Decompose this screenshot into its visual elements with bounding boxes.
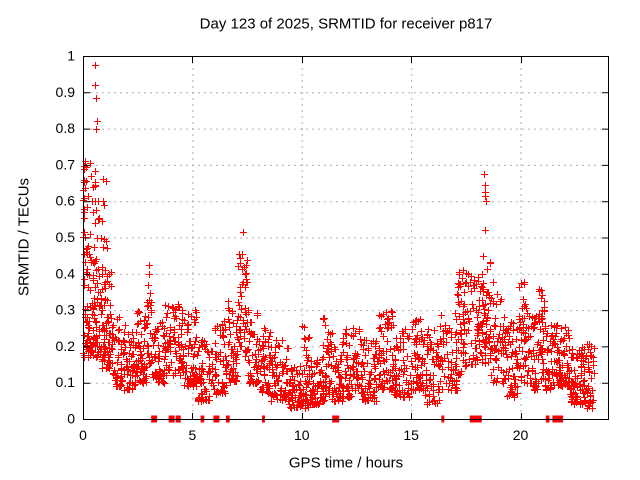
- y-tick-label: 0.1: [56, 374, 76, 390]
- y-tick-label: 0.6: [56, 193, 76, 209]
- x-tick-label: 15: [403, 427, 419, 443]
- y-tick-label: 0: [67, 411, 75, 427]
- y-tick-label: 0.4: [56, 265, 76, 281]
- axis-ticks: [83, 56, 608, 420]
- y-tick-label: 0.9: [56, 84, 76, 100]
- y-tick-label: 0.7: [56, 156, 76, 172]
- x-tick-label: 20: [513, 427, 529, 443]
- plot-border: [83, 56, 609, 420]
- x-tick-label: 0: [79, 427, 87, 443]
- x-axis-label: GPS time / hours: [288, 454, 404, 472]
- chart-title: Day 123 of 2025, SRMTID for receiver p81…: [199, 15, 493, 33]
- data-points: [80, 62, 598, 412]
- x-tick-label: 10: [294, 427, 310, 443]
- y-tick-label: 1: [67, 48, 75, 64]
- y-tick-label: 0.2: [56, 338, 76, 354]
- y-tick-label: 0.3: [56, 302, 76, 318]
- y-axis-label: SRMTID / TECUs: [15, 177, 33, 297]
- x-tick-label: 5: [188, 427, 196, 443]
- y-tick-label: 0.5: [56, 229, 76, 245]
- y-tick-label: 0.8: [56, 120, 76, 136]
